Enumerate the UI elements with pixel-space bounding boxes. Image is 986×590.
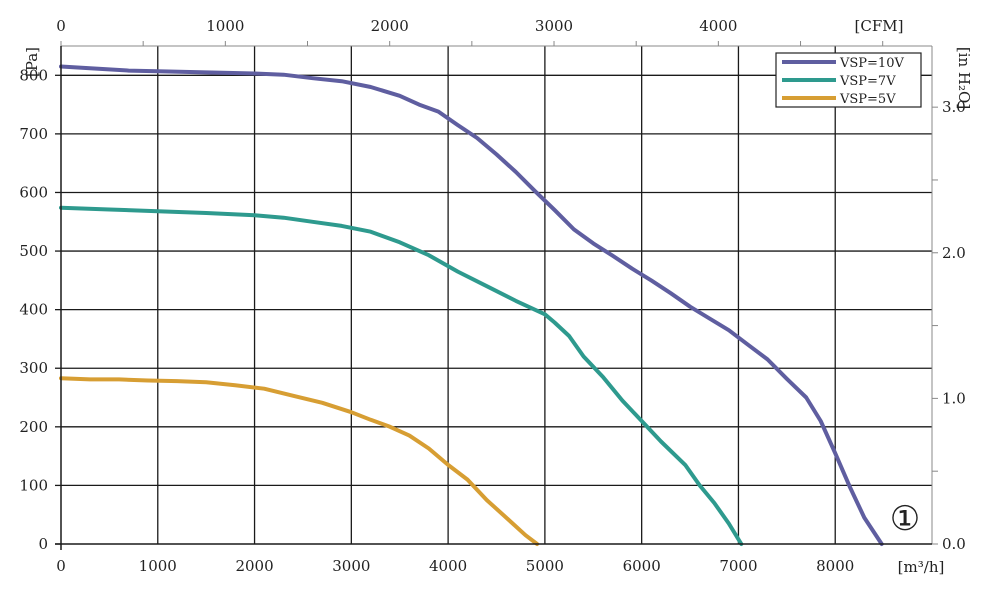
legend-items: VSP=10V VSP=7V VSP=5V — [782, 56, 904, 107]
top-tick-label: 0 — [56, 17, 66, 35]
y-tick-label: 700 — [19, 125, 48, 143]
x-axis-label: [m³/h] — [898, 558, 945, 576]
y-tick-label: 100 — [19, 476, 48, 494]
right-tick-label: 2.0 — [942, 244, 966, 262]
x-tick-label: 8000 — [816, 557, 854, 575]
top-tick-label: 3000 — [535, 17, 573, 35]
right-tick-label: 3.0 — [942, 98, 966, 116]
top-tick-label: 1000 — [206, 17, 244, 35]
secondary-x-axis: 0 1000 2000 3000 4000 — [56, 17, 932, 47]
primary-axes: 0 1000 2000 3000 4000 5000 6000 7000 8000 0 100 200… — [19, 46, 932, 575]
right-tick-label: 1.0 — [942, 389, 966, 407]
right-tick-label: 0.0 — [942, 535, 966, 553]
legend: VSP=10V VSP=7V VSP=5V — [775, 52, 922, 108]
y-tick-label: 300 — [19, 359, 48, 377]
x-tick-label: 3000 — [332, 557, 370, 575]
series-line — [59, 205, 744, 546]
y-tick-label: 400 — [19, 301, 48, 319]
x-tick-label: 4000 — [429, 557, 467, 575]
y-tick-label: 600 — [19, 183, 48, 201]
secondary-x-axis-label: [CFM] — [855, 17, 904, 35]
x-tick-label: 5000 — [526, 557, 564, 575]
y-tick-label: 200 — [19, 418, 48, 436]
top-tick-label: 2000 — [371, 17, 409, 35]
legend-label: VSP=10V — [839, 56, 904, 71]
x-tick-label: 7000 — [719, 557, 757, 575]
y-axis-label: [Pa] — [23, 47, 41, 77]
x-tick-label: 2000 — [235, 557, 273, 575]
series-line — [59, 64, 884, 546]
y-tick-label: 500 — [19, 242, 48, 260]
y-tick-label: 800 — [19, 66, 48, 84]
x-tick-label: 0 — [56, 557, 66, 575]
y-tick-label: 0 — [38, 535, 48, 553]
top-tick-label: 4000 — [699, 17, 737, 35]
series-lines — [59, 64, 884, 546]
secondary-y-axis: 0.0 1.0 2.0 3.0 — [931, 46, 966, 553]
series-line — [59, 376, 540, 546]
legend-label: VSP=7V — [839, 74, 896, 89]
secondary-y-axis-label: [in H₂O] — [955, 47, 973, 109]
curve-number-annotation: ① — [890, 499, 920, 539]
x-tick-label: 1000 — [139, 557, 177, 575]
grid-lines — [61, 46, 932, 544]
legend-label: VSP=5V — [839, 92, 896, 107]
x-tick-label: 6000 — [623, 557, 661, 575]
